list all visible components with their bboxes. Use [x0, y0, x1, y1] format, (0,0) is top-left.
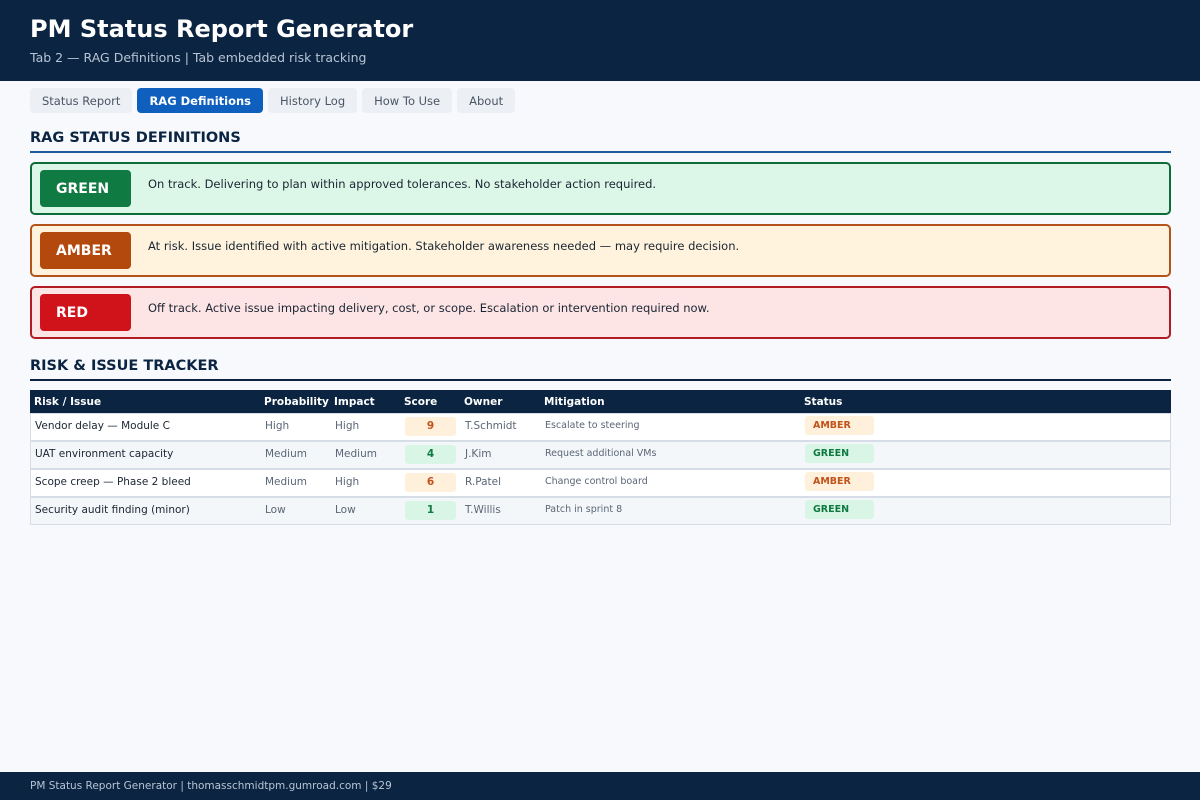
- column-header-status: Status: [804, 395, 843, 408]
- risk-mitigation: Escalate to steering: [545, 420, 640, 431]
- risk-table: Risk / Issue Probability Impact Score Ow…: [30, 390, 1171, 525]
- risk-name: UAT environment capacity: [35, 448, 174, 460]
- column-header-risk: Risk / Issue: [34, 395, 102, 408]
- rag-badge-amber: AMBER: [40, 232, 131, 269]
- table-row[interactable]: Security audit finding (minor) Low Low 1…: [30, 497, 1171, 525]
- tab-status-report[interactable]: Status Report: [30, 88, 133, 113]
- rag-card-amber: AMBER At risk. Issue identified with act…: [30, 224, 1171, 277]
- rag-section-title: RAG STATUS DEFINITIONS: [30, 130, 1171, 153]
- rag-description-red: Off track. Active issue impacting delive…: [148, 301, 710, 315]
- risk-probability: Medium: [265, 476, 307, 488]
- tab-about[interactable]: About: [457, 88, 516, 113]
- rag-card-green: GREEN On track. Delivering to plan withi…: [30, 162, 1171, 215]
- column-header-mitigation: Mitigation: [544, 395, 605, 408]
- column-header-impact: Impact: [334, 395, 375, 408]
- risk-status: AMBER: [805, 413, 874, 439]
- risk-name: Vendor delay — Module C: [35, 420, 170, 432]
- table-header-row: Risk / Issue Probability Impact Score Ow…: [30, 390, 1171, 413]
- risk-status: GREEN: [805, 441, 874, 467]
- score-badge: 1: [405, 500, 456, 520]
- risk-name: Security audit finding (minor): [35, 504, 190, 516]
- column-header-owner: Owner: [464, 395, 503, 408]
- app-subtitle: Tab 2 — RAG Definitions | Tab embedded r…: [30, 50, 367, 65]
- rag-card-red: RED Off track. Active issue impacting de…: [30, 286, 1171, 339]
- risk-status: GREEN: [805, 497, 874, 523]
- status-badge: GREEN: [805, 499, 874, 519]
- risk-name: Scope creep — Phase 2 bleed: [35, 476, 191, 488]
- risk-score: 1: [405, 497, 456, 523]
- risk-mitigation: Request additional VMs: [545, 448, 657, 459]
- risk-impact: High: [335, 420, 360, 432]
- table-row[interactable]: UAT environment capacity Medium Medium 4…: [30, 441, 1171, 469]
- tab-rag-definitions[interactable]: RAG Definitions: [137, 88, 264, 113]
- status-badge: GREEN: [805, 443, 874, 463]
- score-badge: 9: [405, 416, 456, 436]
- rag-description-amber: At risk. Issue identified with active mi…: [148, 239, 740, 253]
- risk-impact: High: [335, 476, 360, 488]
- risk-impact: Medium: [335, 448, 377, 460]
- table-row[interactable]: Vendor delay — Module C High High 9 T.Sc…: [30, 413, 1171, 441]
- tab-bar: Status Report RAG Definitions History Lo…: [30, 88, 516, 113]
- risk-owner: J.Kim: [465, 448, 492, 460]
- risk-owner: R.Patel: [465, 476, 502, 488]
- risk-mitigation: Patch in sprint 8: [545, 504, 623, 515]
- risk-owner: T.Willis: [465, 504, 501, 516]
- table-row[interactable]: Scope creep — Phase 2 bleed Medium High …: [30, 469, 1171, 497]
- rag-badge-red: RED: [40, 294, 131, 331]
- app-title: PM Status Report Generator: [30, 15, 414, 43]
- status-badge: AMBER: [805, 471, 874, 491]
- footer: PM Status Report Generator | thomasschmi…: [0, 772, 1200, 800]
- risk-probability: Low: [265, 504, 286, 516]
- score-badge: 6: [405, 472, 456, 492]
- risk-mitigation: Change control board: [545, 476, 648, 487]
- status-badge: AMBER: [805, 415, 874, 435]
- risk-probability: High: [265, 420, 290, 432]
- column-header-probability: Probability: [264, 395, 329, 408]
- risk-impact: Low: [335, 504, 356, 516]
- tab-history-log[interactable]: History Log: [268, 88, 358, 113]
- risk-score: 9: [405, 413, 456, 439]
- tab-how-to-use[interactable]: How To Use: [362, 88, 453, 113]
- risk-score: 6: [405, 469, 456, 495]
- app-header: PM Status Report Generator Tab 2 — RAG D…: [0, 0, 1200, 81]
- risk-status: AMBER: [805, 469, 874, 495]
- rag-badge-green: GREEN: [40, 170, 131, 207]
- score-badge: 4: [405, 444, 456, 464]
- rag-description-green: On track. Delivering to plan within appr…: [148, 177, 657, 191]
- risk-owner: T.Schmidt: [465, 420, 517, 432]
- risk-section-title: RISK & ISSUE TRACKER: [30, 358, 1171, 381]
- column-header-score: Score: [404, 395, 438, 408]
- risk-probability: Medium: [265, 448, 307, 460]
- risk-score: 4: [405, 441, 456, 467]
